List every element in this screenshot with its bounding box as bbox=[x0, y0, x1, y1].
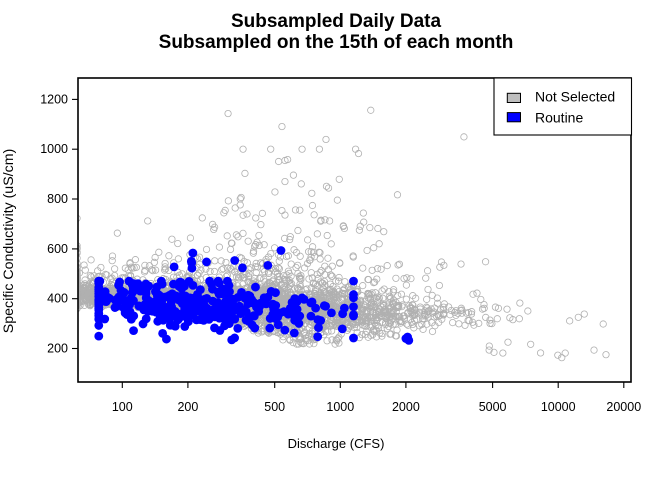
svg-text:100: 100 bbox=[112, 400, 133, 414]
svg-text:10000: 10000 bbox=[541, 400, 576, 414]
svg-text:1200: 1200 bbox=[40, 92, 68, 106]
svg-text:200: 200 bbox=[47, 342, 68, 356]
svg-text:600: 600 bbox=[47, 242, 68, 256]
svg-text:Routine: Routine bbox=[535, 110, 583, 126]
svg-text:400: 400 bbox=[47, 292, 68, 306]
svg-text:2000: 2000 bbox=[392, 400, 420, 414]
svg-text:Not Selected: Not Selected bbox=[535, 89, 615, 105]
svg-text:20000: 20000 bbox=[606, 400, 641, 414]
svg-text:500: 500 bbox=[264, 400, 285, 414]
svg-text:1000: 1000 bbox=[326, 400, 354, 414]
svg-text:1000: 1000 bbox=[40, 142, 68, 156]
svg-text:200: 200 bbox=[177, 400, 198, 414]
svg-text:800: 800 bbox=[47, 192, 68, 206]
svg-text:5000: 5000 bbox=[479, 400, 507, 414]
